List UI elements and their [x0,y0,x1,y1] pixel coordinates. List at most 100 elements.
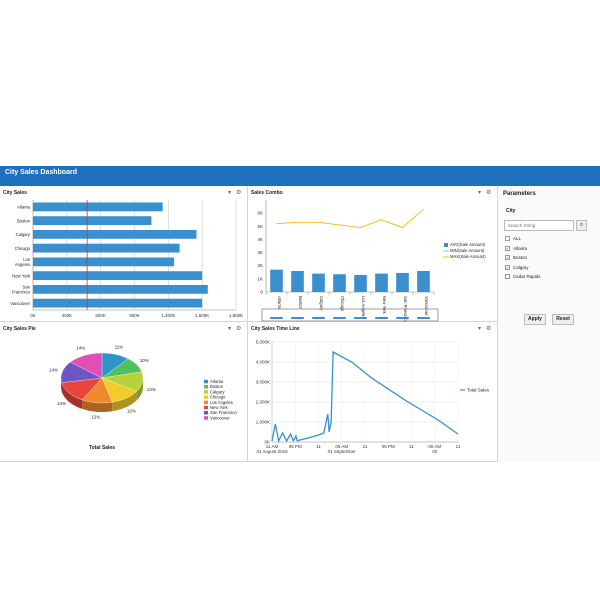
chevron-down-icon[interactable]: ▾ [478,326,482,332]
category-label: Angeles [15,262,30,267]
legend-label: AVG(Sale Amount) [450,242,486,247]
gear-icon[interactable]: ⚙ [486,326,492,332]
city-option[interactable]: ALL [505,236,521,241]
checkbox[interactable] [505,274,510,279]
bar [33,202,163,212]
parameters-header: Parameters [503,191,536,197]
category-label: Vancouver [424,296,429,316]
category-label: San [23,285,31,290]
legend-swatch [444,243,448,247]
checkbox[interactable]: ✓ [505,245,510,251]
legend-swatch [204,395,208,399]
chevron-down-icon[interactable]: ▾ [228,326,232,332]
data-label: 12% [127,408,136,413]
overview-bar [396,317,409,319]
category-label: Calgary [319,296,324,311]
gear-icon[interactable]: ⚙ [486,190,492,196]
dashboard: City Sales Dashboard City Sales ▾ ⚙ 0K 30… [0,166,600,462]
city-option[interactable]: ✓ Calgary [505,264,529,270]
overview-strip [261,308,439,322]
category-label: Los [23,257,30,262]
panel-title: Sales Combo [251,190,283,196]
x-tick-label: 11 [409,444,414,449]
pie-slice-side [136,378,143,401]
x-tick-sublabel: 01 September [328,449,357,454]
legend-label: Boston [210,384,224,389]
tick-label: 4,000K [256,360,270,365]
x-tick-label: 11 AM [266,444,279,449]
pie-caption: Total Sales [89,445,115,451]
bar [33,216,152,226]
x-tick-label: 11 [456,444,461,449]
tick-label: 2K [257,263,263,268]
search-input[interactable] [504,220,574,231]
data-label: 11% [115,344,124,349]
chevron-down-icon[interactable]: ▾ [478,190,482,196]
city-sales-bar-chart: 0K 300K 600K 900K 1,200K 1,500K 1,800K Atlanta B… [10,200,243,318]
data-label: 12% [91,415,100,420]
bar [33,271,203,281]
category-label: Atlanta [17,205,31,210]
city-option[interactable]: Cedar Rapids [505,274,541,279]
city-option-label: Calgary [513,264,529,270]
city-option-label: Boston [513,255,528,260]
tick-label: 0K [30,313,36,318]
legend-label: Vancouver [210,415,230,420]
overview-bar [333,317,346,319]
chevron-down-icon[interactable]: ▾ [228,190,232,196]
data-label: 14% [49,367,58,372]
checkbox[interactable] [505,236,510,241]
tick-label: 300K [62,313,73,318]
dashboard-title: City Sales Dashboard [0,166,600,186]
gear-icon[interactable]: ⚙ [236,326,242,332]
overview-bar [417,317,430,319]
bar [396,272,409,292]
data-label: 14% [57,401,66,406]
bar [354,274,367,292]
legend-label: Atlanta [210,379,224,384]
legend-label: MAX(Sale Amount) [450,254,486,259]
category-label: New York [12,273,31,278]
city-option-label: ALL [513,236,522,241]
sales-combo-chart: 0 1K 2K 3K 4K 5K 6K Atlanta Boston Calgary Chicago… [257,200,486,322]
city-sales-time-line-chart: 0K 1,000K 2,000K 3,000K 4,000K 5,000K 11 AM31 … [256,340,490,455]
category-label: Atlanta [277,296,282,310]
legend-label: San Francisco [210,410,237,415]
legend-swatch [204,385,208,389]
city-sales-pie-chart: 11% 10% 13% 12% 12% 14% 14% 14% Total Sales Atlan… [49,344,237,451]
gear-icon[interactable]: ⚙ [236,190,242,196]
checkbox[interactable]: ✓ [505,264,510,270]
legend-label: Total Sales [467,388,490,393]
bar [33,284,208,294]
series-line [271,350,459,444]
panel-city-sales-pie: City Sales Pie ▾ ⚙ 11% 10% 13% 12% 12% 14% 14%… [0,322,248,462]
legend-label: Los Angeles [210,400,233,405]
pie-slice-side [61,382,83,409]
checkbox[interactable]: ✓ [505,255,510,260]
reset-button[interactable]: Reset [552,314,574,325]
legend-swatch [204,390,208,394]
tick-label: 5K [257,224,263,229]
panel-city-sales-time-line: City Sales Time Line ▾ ⚙ 0K 1,000K 2,000K 3… [248,322,498,462]
category-label: Vancouver [10,301,30,306]
data-label: 13% [147,387,156,392]
category-label: Calgary [16,232,31,237]
bar [291,270,304,292]
x-tick-label: 05 PM [289,444,302,449]
x-tick-label: 05 PM [382,444,395,449]
tick-label: 600K [95,313,106,318]
x-tick-label: 11 [316,444,321,449]
category-label: Boston [298,296,303,310]
bar [312,273,325,292]
city-option[interactable]: ✓ Atlanta [505,245,528,251]
city-option-label: Atlanta [513,245,528,251]
city-option-label: Cedar Rapids [513,274,541,279]
city-option[interactable]: ✓ Boston [505,255,527,260]
legend-label: New York [210,405,229,410]
tick-label: 2,000K [256,400,270,405]
apply-button[interactable]: Apply [524,314,546,325]
tick-label: 0 [260,290,263,295]
search-icon[interactable]: ⌕ [576,220,587,231]
bar [333,274,346,292]
tick-label: 5,000K [256,340,270,345]
